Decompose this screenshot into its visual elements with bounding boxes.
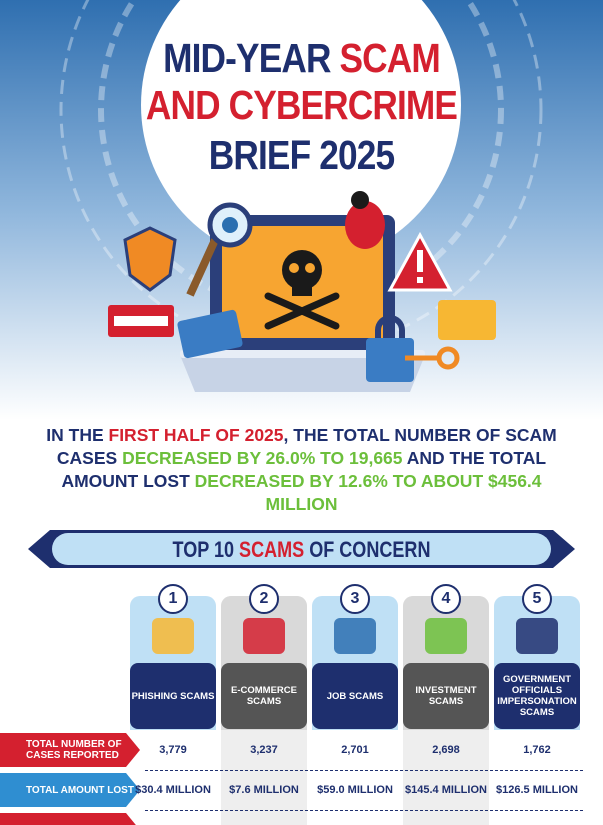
cell: $126.5 MILLION <box>496 783 578 796</box>
cell: $59.0 MILLION <box>317 783 393 796</box>
cell: 3,237 <box>250 743 278 756</box>
column-name: INVESTMENT SCAMS <box>403 663 489 729</box>
title-line: BRIEF 2025 <box>208 132 395 178</box>
summary-text: DECREASED BY 12.6% TO ABOUT $456.4 MILLI… <box>194 471 542 514</box>
cell: $7.6 MILLION <box>229 783 299 796</box>
summary-text: AND THE TOTAL AMOUNT LOST <box>61 448 547 491</box>
column-name: PHISHING SCAMS <box>130 663 216 729</box>
column-name: E-COMMERCE SCAMS <box>221 663 307 729</box>
column-name: JOB SCAMS <box>312 663 398 729</box>
rank-badge: 4 <box>431 584 461 614</box>
title-line: AND CYBERCRIME <box>145 82 458 128</box>
summary: IN THE FIRST HALF OF 2025, THE TOTAL NUM… <box>40 424 563 516</box>
title-text: MID-YEAR <box>163 35 331 81</box>
cell: $30.4 MILLION <box>135 783 211 796</box>
row-label: TOTAL NUMBER OF CASES REPORTED <box>0 733 140 767</box>
rank-badge: 1 <box>158 584 188 614</box>
cell: 2,698 <box>432 743 460 756</box>
summary-text: FIRST HALF OF 2025 <box>108 425 284 445</box>
icon <box>152 618 194 654</box>
section-title: TOP 10 SCAMS OF CONCERN <box>169 537 434 563</box>
section-title-text: SCAMS <box>239 537 305 562</box>
section-title-text: TOP 10 <box>172 537 235 562</box>
cell: $145.4 MILLION <box>405 783 487 796</box>
icon <box>334 618 376 654</box>
cell: 2,701 <box>341 743 369 756</box>
rank-badge: 3 <box>340 584 370 614</box>
row-divider <box>145 810 583 811</box>
cell: 3,779 <box>159 743 187 756</box>
icon <box>243 618 285 654</box>
rank-badge: 5 <box>522 584 552 614</box>
row-label: AVERAGE AMOUNT <box>0 813 140 825</box>
row-label: TOTAL AMOUNT LOST <box>0 773 140 807</box>
summary-text: IN THE <box>46 425 109 445</box>
cell: 1,762 <box>523 743 551 756</box>
title-line: MID-YEAR SCAM <box>42 38 561 79</box>
rank-badge: 2 <box>249 584 279 614</box>
title-text: SCAM <box>339 35 441 81</box>
section-title-text: OF CONCERN <box>309 537 431 562</box>
icon <box>516 618 558 654</box>
column-name: GOVERNMENT OFFICIALS IMPERSONATION SCAMS <box>494 663 580 729</box>
summary-text: , THE TOTAL NUMBER OF SCAM CASES <box>56 425 557 468</box>
icon <box>425 618 467 654</box>
row-divider <box>145 770 583 771</box>
summary-text: DECREASED BY 26.0% TO 19,665 <box>122 448 403 468</box>
